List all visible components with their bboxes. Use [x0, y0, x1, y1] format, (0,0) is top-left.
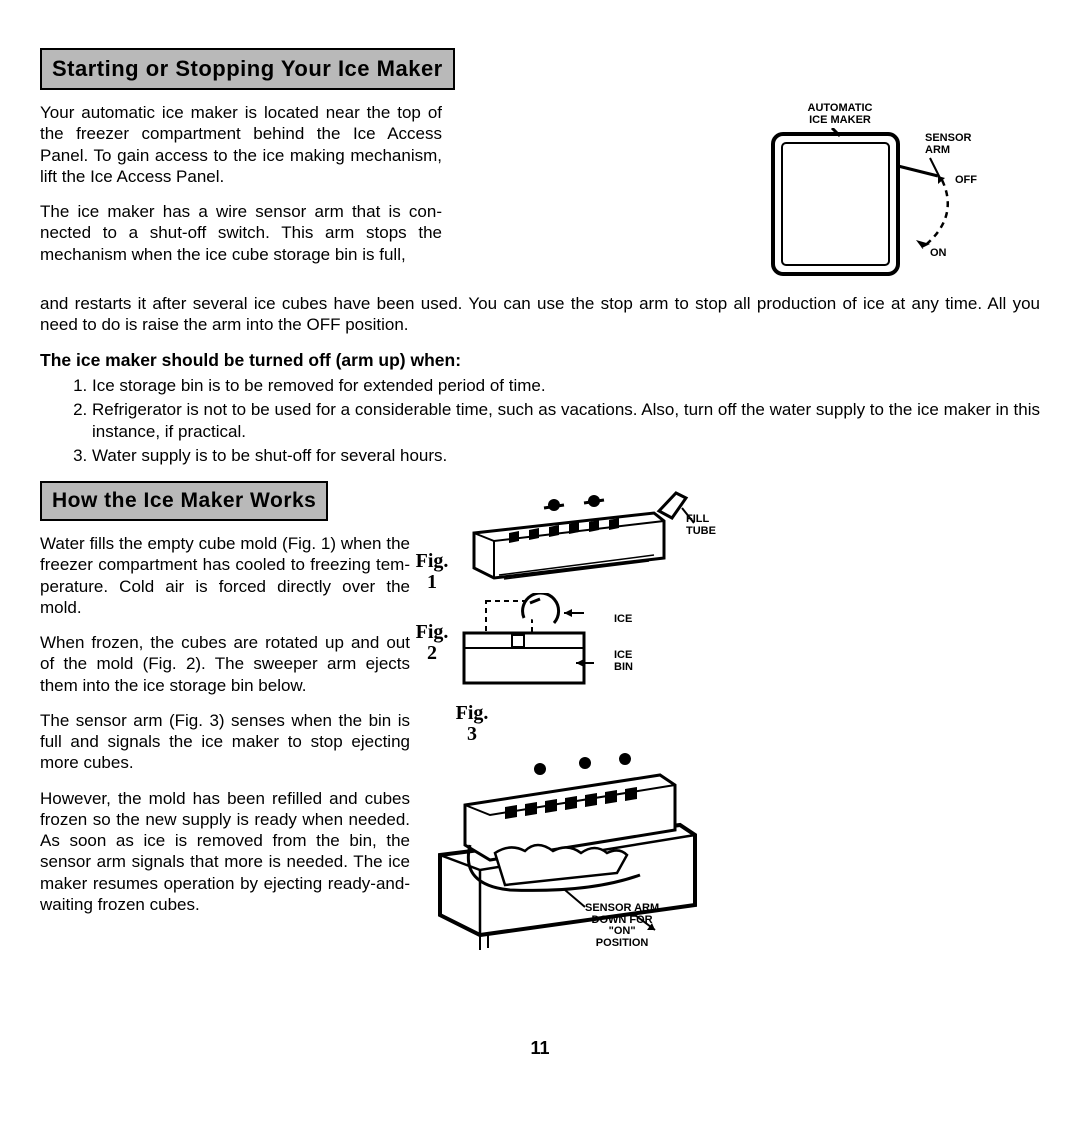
turnoff-heading: The ice maker should be turned off (arm … [40, 350, 1040, 371]
label-sensor-arm-down: SENSOR ARM DOWN FOR "ON" POSITION [585, 903, 659, 949]
section1-row: Your automatic ice maker is located near… [40, 102, 1040, 293]
diagram-top-svg [770, 128, 1040, 288]
para-sensor-arm: The ice maker has a wire sensor arm that… [40, 201, 442, 265]
how-para1: Water fills the empty cube mold (Fig. 1)… [40, 533, 410, 618]
fig2-svg [454, 593, 614, 693]
how-para3: The sensor arm (Fig. 3) senses when the … [40, 710, 410, 774]
section2-left: How the Ice Maker Works Water fills the … [40, 481, 410, 929]
label-ice-bin: ICE BIN [614, 649, 633, 673]
fig3-svg [410, 735, 730, 955]
label-off: OFF [955, 175, 977, 187]
para-location: Your automatic ice maker is located near… [40, 102, 442, 187]
fig1-svg [454, 483, 704, 593]
how-para4: However, the mold has been refilled and … [40, 788, 410, 916]
diagram-top: AUTOMATIC ICE MAKER SENSOR [770, 102, 1040, 293]
page-number: 11 [0, 1038, 1080, 1059]
how-para2: When frozen, the cubes are rotated up an… [40, 632, 410, 696]
heading-how-works: How the Ice Maker Works [40, 481, 328, 521]
figcap-2: Fig. 2 [410, 622, 454, 664]
para-restart: and restarts it after several ice cubes … [40, 293, 1040, 336]
label-ice: ICE [614, 613, 633, 625]
list-item-2: Refrigerator is not to be used for a con… [92, 399, 1040, 443]
section2-right: Fig. 1 [410, 481, 1040, 960]
label-sensor-arm: SENSOR ARM [925, 133, 971, 156]
label-on: ON [930, 248, 947, 260]
page: Starting or Stopping Your Ice Maker Your… [0, 0, 1080, 1129]
label-fill-tube: FILL TUBE [686, 513, 716, 537]
turnoff-list: Ice storage bin is to be removed for ext… [40, 375, 1040, 467]
heading-starting-stopping: Starting or Stopping Your Ice Maker [40, 48, 455, 90]
list-item-3: Water supply is to be shut-off for sever… [92, 445, 1040, 467]
list-item-1: Ice storage bin is to be removed for ext… [92, 375, 1040, 397]
label-automatic-icemaker: AUTOMATIC ICE MAKER [780, 102, 900, 126]
section1-text: Your automatic ice maker is located near… [40, 102, 752, 265]
figcap-1: Fig. 1 [410, 551, 454, 593]
section2-row: How the Ice Maker Works Water fills the … [40, 481, 1040, 960]
